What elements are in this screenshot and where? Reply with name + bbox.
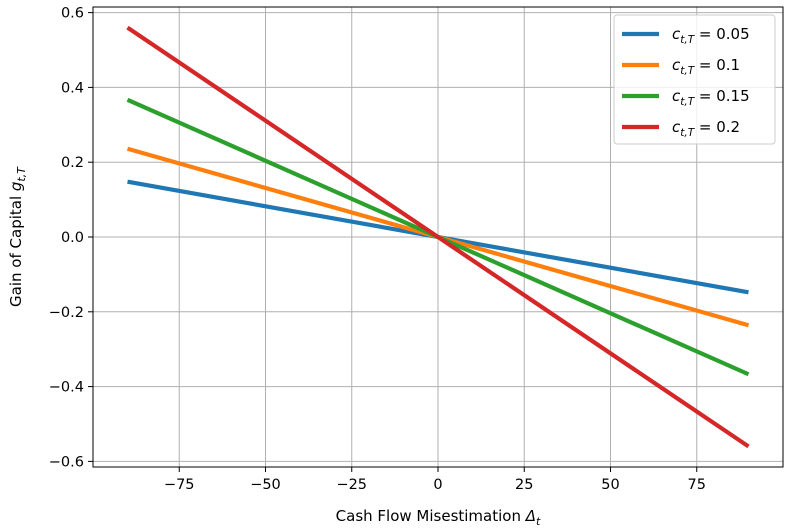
ticks: −75 −50 −25 0 25 50 75 −0.6 −0.4 −0.2 0.0 0.2 0.4 0.6 [49, 6, 706, 493]
legend-entry: ct,T = 0.1 [672, 56, 740, 77]
y-tick-label: −0.4 [49, 380, 84, 396]
x-tick-label: −75 [164, 477, 195, 493]
legend-entry: ct,T = 0.15 [672, 87, 750, 108]
x-axis-label: Cash Flow Misestimation Δt [336, 507, 541, 528]
y-tick-label: 0.2 [61, 155, 84, 171]
y-tick-label: −0.2 [49, 305, 84, 321]
x-tick-label: 0 [433, 477, 442, 493]
plot-frame [92, 6, 784, 468]
x-tick-label: 75 [688, 477, 706, 493]
legend-entry: ct,T = 0.2 [672, 118, 740, 139]
x-tick-label: 50 [601, 477, 619, 493]
x-tick-label: 25 [515, 477, 533, 493]
legend: ct,T = 0.05 ct,T = 0.1 ct,T = 0.15 ct,T = 0… [613, 14, 776, 145]
x-tick-label: −50 [250, 477, 281, 493]
series-layer [126, 25, 750, 449]
legend-entry: ct,T = 0.05 [672, 25, 750, 46]
y-tick-label: −0.6 [49, 454, 84, 470]
y-axis-label: Gain of Capital gt,T [7, 166, 28, 307]
y-tick-label: 0.0 [61, 230, 84, 246]
legend-box [613, 14, 776, 145]
series-line-0.2 [126, 25, 750, 449]
x-tick-label: −25 [336, 477, 367, 493]
y-tick-label: 0.4 [61, 80, 84, 96]
y-tick-label: 0.6 [61, 6, 84, 22]
